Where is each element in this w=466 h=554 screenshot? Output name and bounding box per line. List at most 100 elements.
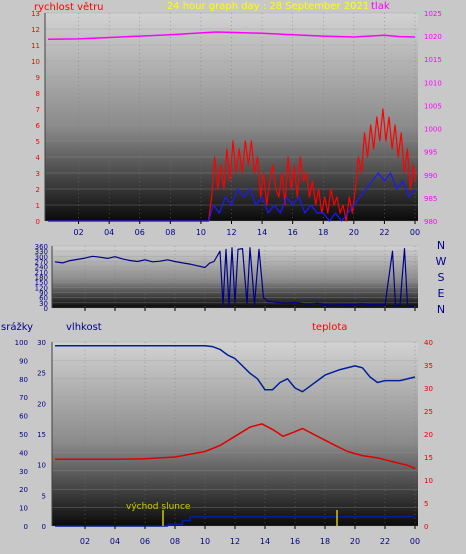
temperature-tick-label: 15 bbox=[424, 454, 433, 462]
pressure-tick-label: 1010 bbox=[424, 79, 442, 87]
pressure-tick-label: 1020 bbox=[424, 33, 442, 41]
wind-plot-xtick-label: 06 bbox=[135, 228, 145, 237]
rain-tick-label: 50 bbox=[19, 431, 28, 439]
humidity-plot-xtick-label: 18 bbox=[320, 537, 330, 546]
direction-tick-label: 300 bbox=[35, 253, 48, 261]
wind-speed-tick-label: 10 bbox=[31, 58, 40, 66]
humidity-plot-xtick-label: 12 bbox=[230, 537, 240, 546]
direction-tick-label: 60 bbox=[39, 295, 48, 303]
wind-plot-xtick-label: 02 bbox=[73, 228, 83, 237]
rain-tick-label: 30 bbox=[19, 468, 28, 476]
humidity-tick-label: 25 bbox=[37, 370, 46, 378]
rain-tick-label: 60 bbox=[19, 413, 28, 421]
direction-tick-label: 90 bbox=[39, 290, 48, 298]
humidity-axis-title: vlhkost bbox=[66, 322, 102, 333]
wind-series-line bbox=[48, 108, 416, 222]
rain-series-line bbox=[55, 516, 415, 527]
direction-tick-label: 180 bbox=[35, 274, 48, 282]
direction-tick-label: 150 bbox=[35, 279, 48, 287]
gust-series-line bbox=[48, 172, 416, 222]
humidity-plot-xtick-label: 14 bbox=[260, 537, 270, 546]
humidity-tick-label: 5 bbox=[42, 492, 46, 500]
pressure-tick-label: 985 bbox=[424, 195, 437, 203]
pressure-tick-label: 1000 bbox=[424, 126, 442, 134]
humidity-tick-label: 0 bbox=[42, 523, 46, 531]
wind-speed-tick-label: 11 bbox=[31, 42, 40, 50]
humidity-plot-xtick-label: 20 bbox=[350, 537, 360, 546]
rain-tick-label: 0 bbox=[24, 523, 28, 531]
temperature-tick-label: 5 bbox=[424, 500, 428, 508]
direction-label-e: E bbox=[438, 287, 445, 300]
direction-label-n-top: N bbox=[437, 239, 445, 252]
direction-tick-label: 270 bbox=[35, 259, 48, 267]
direction-tick-label: 360 bbox=[35, 243, 48, 251]
wind-speed-tick-label: 8 bbox=[36, 90, 40, 98]
wind-speed-tick-label: 3 bbox=[36, 170, 40, 178]
temperature-tick-label: 0 bbox=[424, 523, 428, 531]
direction-tick-label: 210 bbox=[35, 269, 48, 277]
wind-plot-xtick-label: 12 bbox=[226, 228, 236, 237]
wind-plot-xtick-label: 04 bbox=[104, 228, 114, 237]
direction-label-s: S bbox=[438, 271, 445, 284]
humidity-plot-xtick-label: 08 bbox=[170, 537, 180, 546]
humidity-tick-label: 15 bbox=[37, 431, 46, 439]
pressure-tick-label: 995 bbox=[424, 149, 437, 157]
wind-plot-xtick-label: 20 bbox=[349, 228, 359, 237]
temperature-tick-label: 20 bbox=[424, 431, 433, 439]
temperature-tick-label: 40 bbox=[424, 339, 433, 347]
humidity-series-line bbox=[55, 344, 416, 393]
humidity-tick-label: 10 bbox=[37, 462, 46, 470]
wind-speed-tick-label: 13 bbox=[31, 10, 40, 18]
wind-plot-xtick-label: 00 bbox=[410, 228, 420, 237]
rain-tick-label: 90 bbox=[19, 357, 28, 365]
temperature-tick-label: 35 bbox=[424, 362, 433, 370]
wind-plot-xtick-label: 14 bbox=[257, 228, 267, 237]
direction-label-n-bottom: N bbox=[437, 303, 445, 316]
wind-speed-tick-label: 12 bbox=[31, 26, 40, 34]
rain-tick-label: 10 bbox=[19, 505, 28, 513]
direction-tick-label: 0 bbox=[44, 305, 48, 313]
direction-tick-label: 330 bbox=[35, 248, 48, 256]
rain-axis-title: srážky bbox=[1, 321, 33, 333]
direction-tick-label: 120 bbox=[35, 284, 48, 292]
wind-speed-tick-label: 0 bbox=[36, 218, 40, 226]
pressure-axis-title: tlak bbox=[371, 1, 390, 12]
wind-speed-tick-label: 1 bbox=[36, 202, 40, 210]
wind-direction-series-line bbox=[54, 247, 416, 307]
temperature-tick-label: 30 bbox=[424, 385, 433, 393]
humidity-plot-xtick-label: 22 bbox=[380, 537, 390, 546]
pressure-tick-label: 980 bbox=[424, 218, 437, 226]
pressure-series-line bbox=[47, 31, 416, 41]
direction-tick-label: 240 bbox=[35, 264, 48, 272]
temperature-series-line bbox=[55, 423, 416, 470]
direction-tick-label: 30 bbox=[39, 300, 48, 308]
wind-plot-xtick-label: 22 bbox=[379, 228, 389, 237]
rain-tick-label: 40 bbox=[19, 449, 28, 457]
humidity-plot-xtick-label: 06 bbox=[140, 537, 150, 546]
wind-speed-tick-label: 9 bbox=[36, 74, 40, 82]
humidity-plot-xtick-label: 04 bbox=[110, 537, 120, 546]
temperature-axis-title: teplota bbox=[312, 322, 347, 333]
temperature-tick-label: 25 bbox=[424, 408, 433, 416]
direction-label-w: W bbox=[436, 255, 447, 268]
wind-speed-tick-label: 6 bbox=[36, 122, 41, 130]
rain-tick-label: 70 bbox=[19, 394, 28, 402]
wind-plot-xtick-label: 10 bbox=[196, 228, 206, 237]
humidity-plot-xtick-label: 02 bbox=[80, 537, 90, 546]
wind-speed-tick-label: 4 bbox=[36, 154, 41, 162]
rain-tick-label: 80 bbox=[19, 376, 28, 384]
wind-speed-tick-label: 5 bbox=[36, 138, 40, 146]
wind-speed-axis-title: rychlost větru bbox=[34, 1, 104, 13]
rain-tick-label: 100 bbox=[15, 339, 28, 347]
rain-tick-label: 20 bbox=[19, 486, 28, 494]
pressure-tick-label: 1005 bbox=[424, 102, 442, 110]
wind-plot-xtick-label: 18 bbox=[318, 228, 328, 237]
humidity-plot-xtick-label: 00 bbox=[410, 537, 420, 546]
wind-speed-tick-label: 7 bbox=[36, 106, 40, 114]
pressure-tick-label: 1015 bbox=[424, 56, 442, 64]
sunrise-label: východ slunce bbox=[126, 502, 191, 512]
wind-plot-xtick-label: 16 bbox=[288, 228, 298, 237]
humidity-plot-xtick-label: 16 bbox=[290, 537, 300, 546]
